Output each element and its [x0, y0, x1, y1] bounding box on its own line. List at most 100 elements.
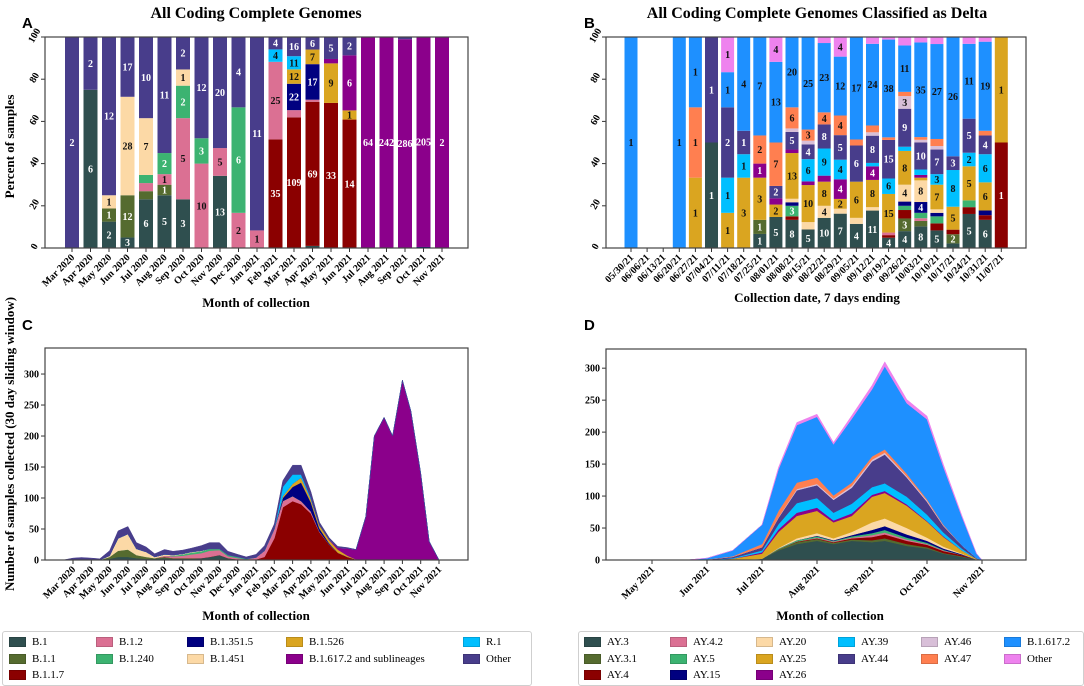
y-tick-label: 150 — [585, 460, 600, 471]
bar-segment-Other — [398, 37, 412, 40]
bar-segment-B-1-240 — [176, 85, 190, 119]
segment-count-label: 8 — [870, 145, 875, 156]
bar-segment-AY-25 — [688, 177, 702, 248]
segment-count-label: 2 — [773, 206, 778, 217]
bar-06-27-21: 1 1 1 — [688, 37, 702, 248]
bar-segment-B-1-526 — [324, 63, 338, 103]
bar-segment-B-1-617-2 — [946, 37, 960, 157]
legend-label: AY.3.1 — [607, 653, 637, 665]
bar-segment-AY-3 — [753, 233, 767, 248]
bar-segment-B-1-617-2 — [801, 37, 815, 130]
segment-count-label: 1 — [757, 166, 762, 177]
segment-count-label: 6 — [347, 78, 352, 89]
legend-item: B.1.2 — [96, 636, 143, 648]
bar-segment-AY-39 — [866, 162, 879, 167]
legend-item: AY.46 — [921, 636, 971, 648]
bar-segment-B-1-1 — [157, 184, 172, 196]
segment-count-label: 9 — [329, 79, 334, 90]
bar-segment-AY-3 — [817, 217, 831, 248]
bar-09-05-21: 4 6 6 17 — [849, 37, 863, 248]
segment-count-label: 5 — [838, 143, 843, 154]
legend-item: B.1.1.7 — [9, 669, 64, 681]
bar-segment-Other — [194, 37, 209, 139]
legend-swatch — [756, 637, 773, 647]
segment-count-label: 6 — [144, 219, 149, 230]
y-tick-label: 200 — [24, 432, 39, 443]
bar-Feb-2021: 35 25 44 — [268, 37, 283, 248]
segment-count-label: 109 — [287, 178, 302, 189]
legend-swatch — [96, 637, 113, 647]
segment-count-label: 5 — [806, 234, 811, 245]
segment-count-label: 1 — [107, 197, 112, 208]
segment-count-label: 4 — [918, 203, 923, 214]
bar-May-2021: 33 9 5 — [324, 37, 338, 248]
panel-d: D 0 50 100 150 200 250 300 Month of collection Ma… — [584, 317, 1027, 623]
bar-10-31-21: 6 6 6 4 19 — [978, 37, 992, 248]
x-axis-label: Collection date, 7 days ending — [734, 290, 900, 305]
legend-label: AY.44 — [861, 653, 889, 665]
segment-count-label: 3 — [806, 131, 811, 142]
segment-count-label: 6 — [806, 166, 811, 177]
legend-label: AY.39 — [861, 636, 889, 648]
bar-segment-AY-4 — [882, 235, 896, 238]
bar-segment-AY-20 — [833, 208, 847, 214]
segment-count-label: 1 — [693, 68, 698, 79]
x-axis-label: Month of collection — [202, 295, 310, 310]
legend-swatch — [838, 654, 855, 664]
legend-item: AY.5 — [670, 653, 715, 665]
bar-segment-B-1-2 — [231, 212, 246, 248]
bar-segment-B-1-451 — [176, 69, 190, 86]
y-tick-label: 0 — [590, 242, 602, 252]
bar-Mar-2021: 109 22 12 11 16 — [287, 37, 302, 249]
segment-count-label: 12 — [104, 112, 114, 123]
bar-segment-AY-3 — [946, 243, 960, 248]
bar-segment-B-1-617-2 — [737, 37, 751, 131]
legend-swatch — [187, 654, 204, 664]
bar-segment-AY-44 — [946, 156, 960, 171]
bar-segment-AY-46 — [914, 139, 928, 143]
segment-count-label: 7 — [757, 82, 762, 93]
segment-count-label: 25 — [271, 96, 281, 107]
bar-segment-B-1-617-2-and-sublineages — [416, 37, 431, 247]
x-tick-label: May 2021 — [620, 564, 657, 601]
bar-segment-AY-3 — [849, 223, 863, 248]
bar-segment-B-1-2 — [268, 61, 283, 140]
bar-07-04-21: 11 — [705, 37, 718, 248]
bar-segment-B-1-351-5 — [305, 64, 320, 100]
bar-Apr-2020: 62 — [83, 37, 98, 248]
bar-segment-B-1-351-5 — [287, 83, 301, 111]
bar-segment-B-1-617-2 — [721, 72, 735, 108]
bar-segment-B-1-240 — [194, 138, 209, 164]
bar-10-17-21: 2 5 8 3 26 — [946, 37, 960, 248]
bar-segment-B-1-2 — [139, 183, 153, 192]
legend-label: AY.20 — [779, 636, 807, 648]
segment-count-label: 7 — [310, 52, 315, 63]
bar-09-19-21: 4 15 6 15 38 — [882, 37, 896, 249]
bar-segment-B-1 — [213, 175, 227, 248]
bar-segment-AY-44 — [930, 149, 944, 175]
bar-segment-Other — [324, 37, 338, 59]
legend-swatch — [187, 637, 204, 647]
bar-segment-AY-47 — [688, 107, 702, 178]
bar-segment-B-1-617-2 — [672, 37, 686, 248]
bar-Nov-2020: 13 5 20 — [213, 37, 227, 248]
legend-swatch — [756, 654, 773, 664]
segment-count-label: 2 — [757, 145, 762, 156]
segment-count-label: 1 — [709, 85, 714, 96]
segment-count-label: 35 — [916, 85, 926, 96]
segment-count-label: 1 — [107, 211, 112, 222]
bar-segment-Other — [231, 37, 246, 108]
segment-count-label: 9 — [902, 123, 907, 134]
segment-count-label: 69 — [308, 169, 318, 180]
bar-segment-B-1-1-7 — [305, 101, 320, 246]
legend-item: AY.4 — [584, 669, 629, 681]
bar-segment-B-1-451 — [139, 118, 153, 175]
legend-label: B.1.526 — [309, 636, 344, 648]
bar-Aug-2021: 242 — [379, 37, 394, 248]
segment-count-label: 8 — [822, 132, 827, 143]
bar-segment-AY-3-1 — [914, 220, 928, 227]
bar-segment-B-1-2 — [287, 110, 301, 118]
bar-segment-B-1-1 — [120, 195, 135, 238]
legend-item: B.1.526 — [286, 636, 344, 648]
